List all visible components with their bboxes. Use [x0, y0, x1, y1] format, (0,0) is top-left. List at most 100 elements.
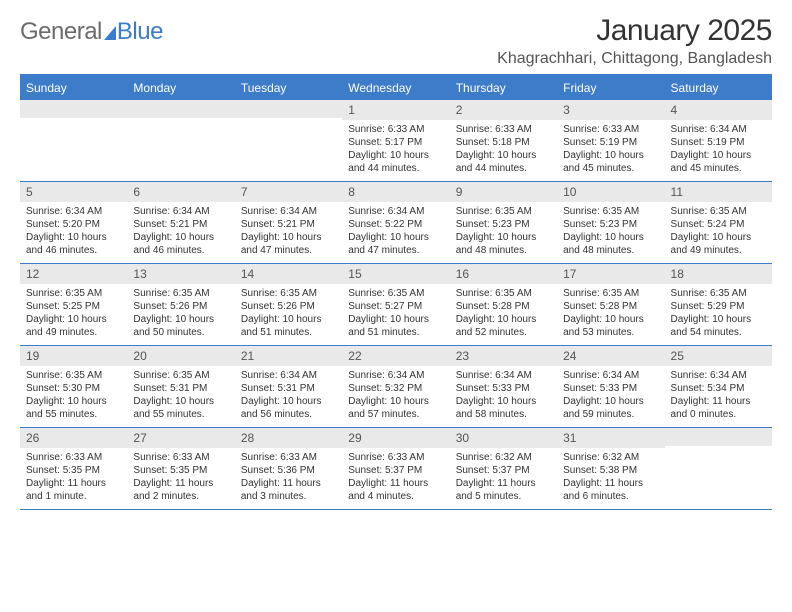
daylight-text: Daylight: 10 hours and 44 minutes.	[348, 149, 443, 175]
calendar-cell: 14Sunrise: 6:35 AMSunset: 5:26 PMDayligh…	[235, 264, 342, 346]
daylight-text: Daylight: 10 hours and 49 minutes.	[26, 313, 121, 339]
daylight-text: Daylight: 10 hours and 59 minutes.	[563, 395, 658, 421]
day-details: Sunrise: 6:34 AMSunset: 5:32 PMDaylight:…	[342, 366, 449, 427]
day-details: Sunrise: 6:34 AMSunset: 5:22 PMDaylight:…	[342, 202, 449, 263]
sunset-text: Sunset: 5:26 PM	[133, 300, 228, 313]
sunset-text: Sunset: 5:18 PM	[456, 136, 551, 149]
location-subtitle: Khagrachhari, Chittagong, Bangladesh	[497, 50, 772, 68]
weekday-header: Tuesday	[235, 76, 342, 100]
daylight-text: Daylight: 10 hours and 46 minutes.	[133, 231, 228, 257]
calendar-cell: 22Sunrise: 6:34 AMSunset: 5:32 PMDayligh…	[342, 346, 449, 428]
day-details	[665, 446, 772, 500]
day-number: 18	[665, 264, 772, 284]
day-number: 28	[235, 428, 342, 448]
day-number: 22	[342, 346, 449, 366]
calendar-week-row: 12Sunrise: 6:35 AMSunset: 5:25 PMDayligh…	[20, 264, 772, 346]
day-details: Sunrise: 6:33 AMSunset: 5:17 PMDaylight:…	[342, 120, 449, 181]
calendar-week-row: 5Sunrise: 6:34 AMSunset: 5:20 PMDaylight…	[20, 182, 772, 264]
sunrise-text: Sunrise: 6:33 AM	[348, 451, 443, 464]
day-details: Sunrise: 6:35 AMSunset: 5:28 PMDaylight:…	[557, 284, 664, 345]
calendar-cell	[20, 100, 127, 182]
sunrise-text: Sunrise: 6:35 AM	[133, 369, 228, 382]
daylight-text: Daylight: 10 hours and 52 minutes.	[456, 313, 551, 339]
sunrise-text: Sunrise: 6:33 AM	[133, 451, 228, 464]
daylight-text: Daylight: 10 hours and 45 minutes.	[671, 149, 766, 175]
sunset-text: Sunset: 5:28 PM	[563, 300, 658, 313]
sunset-text: Sunset: 5:26 PM	[241, 300, 336, 313]
day-number	[127, 100, 234, 118]
sunrise-text: Sunrise: 6:33 AM	[241, 451, 336, 464]
brand-logo: General Blue	[20, 18, 163, 46]
daylight-text: Daylight: 10 hours and 46 minutes.	[26, 231, 121, 257]
sunrise-text: Sunrise: 6:34 AM	[456, 369, 551, 382]
daylight-text: Daylight: 10 hours and 45 minutes.	[563, 149, 658, 175]
sunset-text: Sunset: 5:23 PM	[456, 218, 551, 231]
calendar-cell	[235, 100, 342, 182]
day-details: Sunrise: 6:35 AMSunset: 5:30 PMDaylight:…	[20, 366, 127, 427]
sunset-text: Sunset: 5:36 PM	[241, 464, 336, 477]
daylight-text: Daylight: 10 hours and 47 minutes.	[348, 231, 443, 257]
daylight-text: Daylight: 10 hours and 48 minutes.	[456, 231, 551, 257]
calendar-week-row: 26Sunrise: 6:33 AMSunset: 5:35 PMDayligh…	[20, 428, 772, 510]
sunrise-text: Sunrise: 6:35 AM	[671, 205, 766, 218]
day-number: 23	[450, 346, 557, 366]
calendar-cell: 3Sunrise: 6:33 AMSunset: 5:19 PMDaylight…	[557, 100, 664, 182]
calendar-cell: 17Sunrise: 6:35 AMSunset: 5:28 PMDayligh…	[557, 264, 664, 346]
sunset-text: Sunset: 5:22 PM	[348, 218, 443, 231]
day-details: Sunrise: 6:35 AMSunset: 5:28 PMDaylight:…	[450, 284, 557, 345]
day-details: Sunrise: 6:35 AMSunset: 5:23 PMDaylight:…	[557, 202, 664, 263]
day-details: Sunrise: 6:35 AMSunset: 5:23 PMDaylight:…	[450, 202, 557, 263]
daylight-text: Daylight: 10 hours and 47 minutes.	[241, 231, 336, 257]
day-number: 7	[235, 182, 342, 202]
day-number: 17	[557, 264, 664, 284]
day-details: Sunrise: 6:33 AMSunset: 5:18 PMDaylight:…	[450, 120, 557, 181]
sunset-text: Sunset: 5:23 PM	[563, 218, 658, 231]
sunset-text: Sunset: 5:37 PM	[348, 464, 443, 477]
daylight-text: Daylight: 10 hours and 51 minutes.	[348, 313, 443, 339]
day-details: Sunrise: 6:32 AMSunset: 5:38 PMDaylight:…	[557, 448, 664, 509]
sunset-text: Sunset: 5:31 PM	[241, 382, 336, 395]
daylight-text: Daylight: 10 hours and 58 minutes.	[456, 395, 551, 421]
day-number: 15	[342, 264, 449, 284]
day-details: Sunrise: 6:35 AMSunset: 5:27 PMDaylight:…	[342, 284, 449, 345]
day-details: Sunrise: 6:35 AMSunset: 5:24 PMDaylight:…	[665, 202, 772, 263]
brand-triangle-icon	[104, 26, 116, 40]
day-details: Sunrise: 6:34 AMSunset: 5:34 PMDaylight:…	[665, 366, 772, 427]
daylight-text: Daylight: 11 hours and 3 minutes.	[241, 477, 336, 503]
sunrise-text: Sunrise: 6:32 AM	[456, 451, 551, 464]
day-number: 1	[342, 100, 449, 120]
daylight-text: Daylight: 11 hours and 2 minutes.	[133, 477, 228, 503]
day-details: Sunrise: 6:35 AMSunset: 5:31 PMDaylight:…	[127, 366, 234, 427]
brand-word-blue: Blue	[117, 18, 163, 46]
day-number: 5	[20, 182, 127, 202]
calendar-table: Sunday Monday Tuesday Wednesday Thursday…	[20, 76, 772, 510]
sunrise-text: Sunrise: 6:34 AM	[133, 205, 228, 218]
sunset-text: Sunset: 5:38 PM	[563, 464, 658, 477]
calendar-cell: 24Sunrise: 6:34 AMSunset: 5:33 PMDayligh…	[557, 346, 664, 428]
calendar-cell: 18Sunrise: 6:35 AMSunset: 5:29 PMDayligh…	[665, 264, 772, 346]
weekday-header: Wednesday	[342, 76, 449, 100]
calendar-cell: 23Sunrise: 6:34 AMSunset: 5:33 PMDayligh…	[450, 346, 557, 428]
calendar-cell: 20Sunrise: 6:35 AMSunset: 5:31 PMDayligh…	[127, 346, 234, 428]
calendar-cell: 25Sunrise: 6:34 AMSunset: 5:34 PMDayligh…	[665, 346, 772, 428]
day-number: 21	[235, 346, 342, 366]
calendar-cell: 7Sunrise: 6:34 AMSunset: 5:21 PMDaylight…	[235, 182, 342, 264]
sunrise-text: Sunrise: 6:34 AM	[348, 369, 443, 382]
day-details: Sunrise: 6:32 AMSunset: 5:37 PMDaylight:…	[450, 448, 557, 509]
daylight-text: Daylight: 11 hours and 4 minutes.	[348, 477, 443, 503]
sunset-text: Sunset: 5:28 PM	[456, 300, 551, 313]
header-row: General Blue January 2025 Khagrachhari, …	[20, 18, 772, 68]
calendar-cell: 12Sunrise: 6:35 AMSunset: 5:25 PMDayligh…	[20, 264, 127, 346]
weekday-header: Saturday	[665, 76, 772, 100]
day-number: 6	[127, 182, 234, 202]
day-details: Sunrise: 6:34 AMSunset: 5:21 PMDaylight:…	[235, 202, 342, 263]
day-details: Sunrise: 6:34 AMSunset: 5:19 PMDaylight:…	[665, 120, 772, 181]
sunset-text: Sunset: 5:35 PM	[26, 464, 121, 477]
day-number: 24	[557, 346, 664, 366]
day-details: Sunrise: 6:35 AMSunset: 5:26 PMDaylight:…	[127, 284, 234, 345]
day-details: Sunrise: 6:34 AMSunset: 5:20 PMDaylight:…	[20, 202, 127, 263]
day-number: 25	[665, 346, 772, 366]
day-details: Sunrise: 6:35 AMSunset: 5:29 PMDaylight:…	[665, 284, 772, 345]
sunset-text: Sunset: 5:31 PM	[133, 382, 228, 395]
sunset-text: Sunset: 5:24 PM	[671, 218, 766, 231]
